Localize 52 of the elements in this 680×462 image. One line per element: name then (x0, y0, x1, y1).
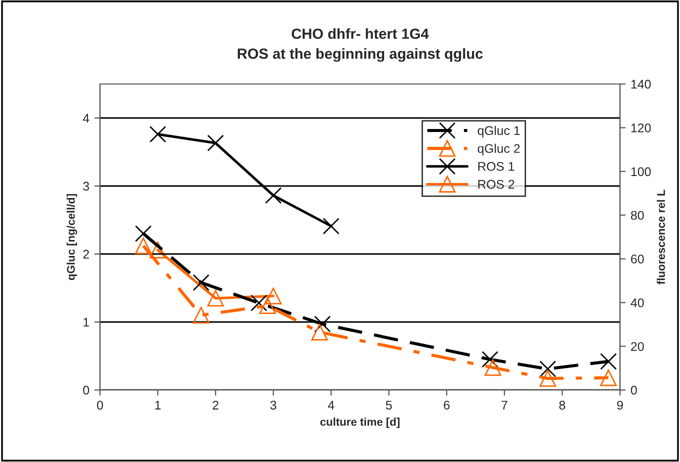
y2-tick-label: 140 (631, 80, 651, 89)
point (482, 351, 498, 368)
x-tick-label: 5 (386, 400, 392, 410)
point (192, 306, 210, 324)
y2-axis-title: fluorescence rel L (656, 190, 665, 284)
y2-tick-label: 0 (630, 386, 637, 395)
x-tick-label: 6 (444, 400, 450, 410)
point (250, 294, 268, 312)
legend-label: qGluc 1 (478, 126, 520, 138)
x-tick-label: 7 (502, 400, 508, 410)
x-tick-label: 9 (617, 400, 623, 410)
point (322, 218, 340, 234)
point (314, 316, 331, 332)
x-tick-label: 0 (97, 400, 103, 410)
x-tick-label: 1 (155, 400, 161, 410)
point (207, 290, 224, 307)
y2-tick-label: 40 (630, 298, 644, 308)
point (600, 353, 617, 370)
legend-label: ROS 1 (478, 162, 514, 171)
legend-label: qGluc 2 (478, 144, 520, 156)
y-tick-label: 0 (83, 386, 90, 395)
legend-label: ROS 2 (478, 180, 514, 189)
x-tick-label: 8 (559, 400, 566, 410)
y2-tick-label: 60 (631, 254, 644, 264)
y2-tick-label: 80 (630, 210, 644, 220)
point (135, 225, 152, 242)
x-tick-label: 3 (270, 400, 276, 410)
y-tick-label: 3 (83, 182, 90, 191)
point (265, 288, 282, 304)
point (135, 238, 152, 254)
y-tick-label: 4 (82, 114, 90, 123)
chart-title: CHO dhfr- htert 1G4 ROS at the beginning against qgluc (238, 28, 483, 62)
x-axis-title: culture time [d] (320, 418, 400, 428)
point (265, 187, 282, 204)
point (539, 370, 556, 387)
y2-tick-label: 100 (631, 167, 651, 176)
point (311, 324, 328, 341)
point (259, 297, 276, 314)
y2-tick-label: 120 (631, 124, 651, 132)
y-axis-title: qGluc [ng/cell/d] (66, 194, 78, 280)
x-tick-label: 2 (212, 400, 218, 410)
point (484, 359, 502, 376)
point (149, 126, 166, 143)
point (207, 134, 224, 152)
point (600, 369, 617, 386)
point (149, 242, 166, 258)
y-tick-label: 2 (83, 250, 89, 259)
x-tick-label: 4 (328, 400, 334, 410)
y2-tick-label: 20 (631, 342, 644, 351)
y-tick-label: 1 (84, 318, 89, 327)
point (539, 360, 556, 378)
point (192, 274, 210, 291)
